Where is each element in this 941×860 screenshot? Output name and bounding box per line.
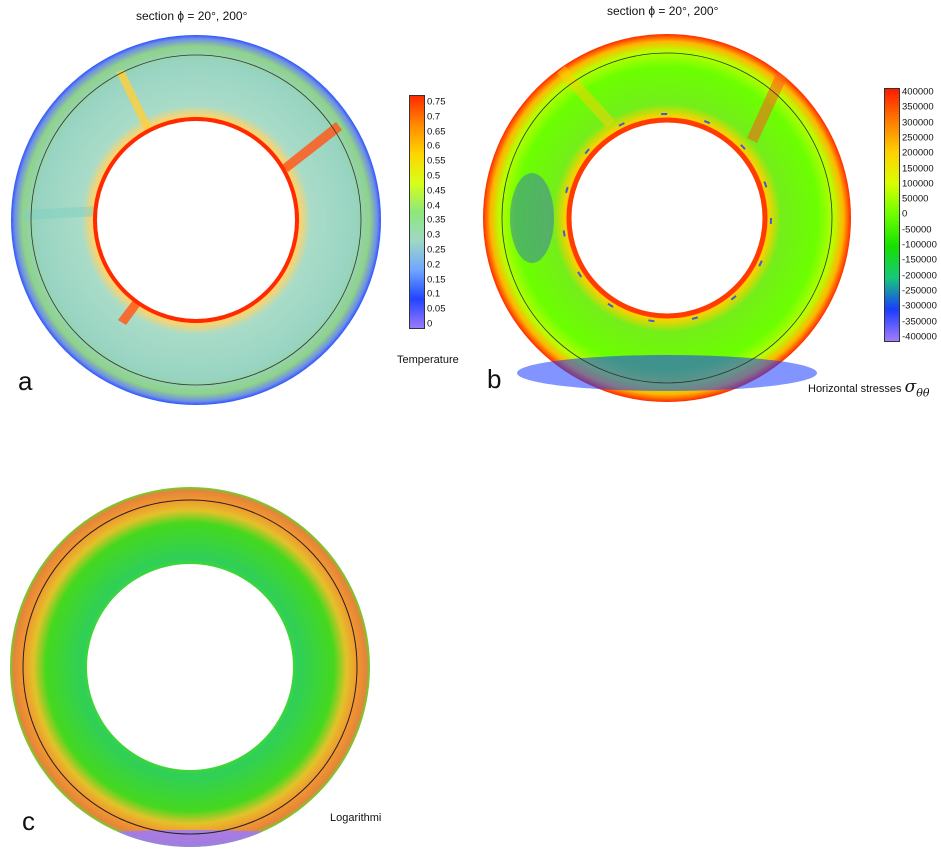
temperature-colorbar-title: Temperature: [397, 354, 459, 366]
tick-label: -350000: [902, 316, 937, 327]
tick-label: -250000: [902, 285, 937, 297]
tick-label: 0.35: [427, 214, 446, 226]
plume-upper-right: [282, 122, 342, 172]
tick-label: 0.4: [427, 200, 441, 212]
logarithmic-colorbar-title: Logarithmi: [330, 812, 382, 824]
tick-label: 250000: [902, 132, 934, 144]
tick-label: -200000: [902, 270, 937, 282]
tick-label: 100000: [902, 178, 934, 190]
panel-b-letter: b: [487, 364, 502, 394]
compression-zone-left: [510, 173, 554, 263]
compression-band-bottom: [517, 355, 817, 391]
tick-label: 0.6: [427, 140, 441, 152]
tick-label: 0.25: [427, 244, 446, 256]
tick-label: 0.45: [427, 185, 446, 197]
plume-upper-left: [557, 66, 615, 128]
tick-label: 0.5: [427, 170, 441, 182]
tick-label: 0.3: [427, 229, 441, 241]
tick-label: 0.05: [427, 303, 446, 315]
stress-colorbar-title: Horizontal stresses σθθ: [808, 377, 929, 399]
tick-label: 200000: [902, 147, 934, 159]
stress-ring-plot: [483, 34, 851, 402]
temperature-colorbar: [409, 95, 425, 329]
tick-label: 0.55: [427, 155, 446, 167]
tick-label: 0.15: [427, 274, 446, 286]
tick-label: 0.1: [427, 288, 441, 300]
tick-label: 50000: [902, 193, 929, 205]
tick-label: 0: [427, 318, 433, 330]
panel-c-letter: c: [22, 806, 35, 836]
tick-label: 400000: [902, 86, 934, 98]
stress-colorbar-title-text: Horizontal stresses: [808, 383, 902, 395]
panel-b-title: section ϕ = 20°, 200°: [607, 4, 719, 18]
tick-label: -400000: [902, 331, 937, 343]
plume-left: [24, 206, 101, 220]
tick-label: 150000: [902, 163, 934, 174]
panel-a-letter: a: [18, 366, 33, 396]
tick-label: 350000: [902, 101, 934, 113]
tick-label: -300000: [902, 300, 937, 312]
tick-label: -100000: [902, 239, 937, 251]
inner-hole: [95, 119, 297, 321]
plume-upper-right: [747, 72, 787, 143]
guide-circle: [22, 499, 358, 835]
tick-label: 0.75: [427, 96, 446, 108]
stress-colorbar: [884, 88, 900, 342]
tick-label: 0.2: [427, 259, 441, 271]
sigma-symbol: σθθ: [904, 377, 930, 400]
tick-label: 0: [902, 208, 908, 220]
plume-upper-left: [116, 70, 153, 134]
tick-label: -150000: [902, 254, 937, 266]
temperature-ring-plot: [11, 35, 381, 405]
panel-a-title: section ϕ = 20°, 200°: [136, 9, 248, 23]
tick-label: -50000: [902, 224, 932, 236]
tick-label: 0.65: [427, 126, 446, 138]
logarithmic-ring-plot: [10, 487, 370, 847]
tick-label: 300000: [902, 117, 934, 129]
guide-circle: [501, 52, 833, 384]
inner-hole: [87, 564, 293, 770]
inner-hole: [569, 120, 765, 316]
guide-circle: [30, 54, 362, 386]
tick-label: 0.7: [427, 111, 441, 123]
